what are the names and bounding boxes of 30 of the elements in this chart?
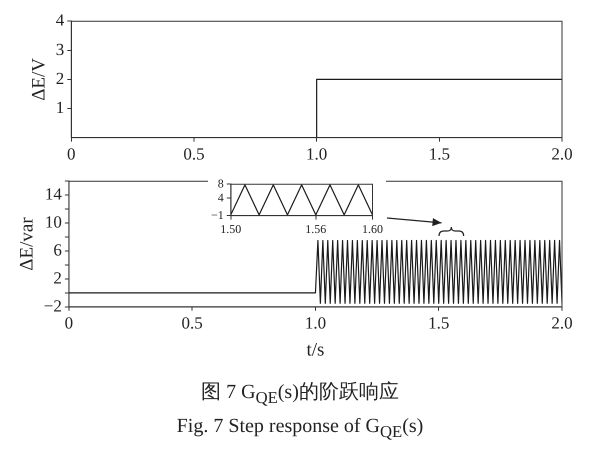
y-axis-title: ΔE/V bbox=[28, 58, 50, 101]
y-tick-label: −2 bbox=[44, 296, 62, 316]
x-tick-label: 2.0 bbox=[551, 144, 573, 164]
x-tick-label: 1.0 bbox=[306, 144, 328, 164]
x-tick-label: 0 bbox=[64, 313, 74, 332]
y-tick-label: 14 bbox=[44, 184, 62, 204]
y-tick-label: 10 bbox=[44, 212, 62, 232]
x-tick-label: 1.0 bbox=[304, 313, 326, 332]
y-tick-label: 4 bbox=[56, 10, 65, 30]
x-tick-label: 1.60 bbox=[362, 222, 383, 236]
x-tick-label: 0.5 bbox=[182, 313, 203, 332]
x-axis-title: t/s bbox=[306, 340, 324, 361]
x-tick-label: 1.56 bbox=[305, 222, 326, 236]
x-tick-label: 0.5 bbox=[183, 144, 205, 164]
y-tick-label: 1 bbox=[56, 98, 64, 117]
y-tick-label: 2 bbox=[56, 68, 64, 88]
caption: 图 7 G$_{QE}$(s)的阶跃响应 bbox=[200, 380, 400, 409]
y-tick-label: 2 bbox=[53, 268, 62, 288]
y-tick-label: 8 bbox=[218, 176, 224, 190]
x-tick-label: 2.0 bbox=[551, 313, 573, 332]
x-tick-label: 1.5 bbox=[428, 313, 450, 332]
y-tick-label: −1 bbox=[210, 208, 224, 222]
y-tick-label: 3 bbox=[56, 40, 64, 59]
y-tick-label: 4 bbox=[218, 190, 224, 204]
x-tick-label: 0 bbox=[67, 144, 76, 164]
y-tick-label: 6 bbox=[53, 240, 62, 260]
caption: Fig. 7 Step response of G$_{QE}$(s) bbox=[176, 414, 424, 443]
y-axis-title: ΔE/var bbox=[16, 216, 38, 271]
x-tick-label: 1.5 bbox=[428, 144, 450, 164]
x-tick-label: 1.50 bbox=[220, 222, 242, 236]
